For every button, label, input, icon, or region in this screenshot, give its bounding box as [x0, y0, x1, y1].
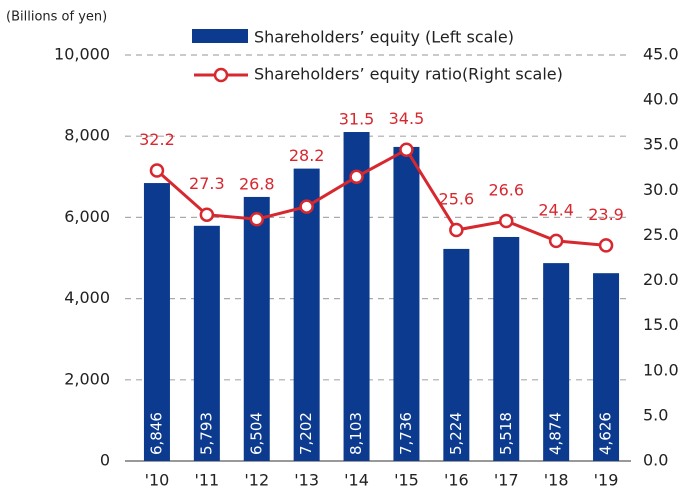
- line-marker: [149, 163, 165, 178]
- line-marker: [499, 213, 514, 229]
- x-tick-label: '10: [145, 471, 170, 490]
- bar: [193, 225, 220, 461]
- line-value-label: 25.6: [439, 190, 475, 209]
- line-marker: [399, 142, 414, 157]
- bar: [293, 168, 320, 461]
- line-marker: [249, 211, 264, 227]
- y2-tick-label: 10.0: [643, 360, 679, 379]
- line-marker: [548, 233, 564, 249]
- bar-value-label: 8,103: [347, 412, 365, 455]
- y2-tick-label: 30.0: [643, 180, 679, 199]
- x-tick-label: '14: [344, 471, 369, 490]
- line-value-label: 23.9: [588, 205, 624, 224]
- y2-tick-label: 0.0: [643, 451, 668, 470]
- y2-tick-label: 40.0: [643, 90, 679, 109]
- line-value-label: 32.2: [139, 130, 175, 149]
- bar: [543, 263, 570, 461]
- unit-label: (Billions of yen): [6, 10, 107, 25]
- line-marker: [349, 169, 364, 185]
- y-tick-label: 10,000: [54, 45, 110, 64]
- legend-label: Shareholders’ equity (Left scale): [254, 28, 514, 47]
- line-value-label: 34.5: [389, 109, 425, 128]
- y-tick-label: 0: [100, 451, 110, 470]
- bar-value-label: 7,202: [297, 412, 315, 455]
- bar-value-label: 4,874: [547, 412, 565, 455]
- bar-value-label: 5,518: [497, 412, 515, 455]
- legend-swatch-marker: [213, 67, 229, 83]
- x-tick-label: '15: [394, 471, 419, 490]
- x-tick-label: '17: [494, 471, 519, 490]
- legend-swatch: [192, 29, 248, 43]
- y-tick-label: 6,000: [64, 207, 110, 226]
- bar-value-label: 6,846: [147, 412, 165, 455]
- line-value-label: 24.4: [538, 200, 574, 219]
- y2-tick-label: 45.0: [643, 45, 679, 64]
- bar-value-label: 4,626: [597, 412, 615, 455]
- line-value-label: 26.8: [239, 174, 275, 193]
- line-marker: [449, 222, 464, 238]
- x-tick-label: '11: [194, 471, 219, 490]
- bar: [493, 236, 520, 461]
- line-marker: [299, 199, 314, 214]
- bar-value-label: 5,793: [197, 412, 215, 455]
- bar: [393, 146, 420, 461]
- line-value-label: 28.2: [289, 146, 325, 165]
- y2-tick-label: 25.0: [643, 225, 679, 244]
- bar: [593, 273, 620, 461]
- legend-label: Shareholders’ equity ratio(Right scale): [254, 65, 563, 84]
- bar-value-label: 6,504: [247, 412, 265, 455]
- bar-value-label: 7,736: [397, 412, 415, 455]
- line-value-label: 31.5: [339, 110, 375, 129]
- bar: [443, 248, 470, 461]
- y2-tick-label: 5.0: [643, 405, 668, 424]
- line-value-label: 27.3: [189, 174, 225, 193]
- y-tick-label: 8,000: [64, 126, 110, 145]
- y2-tick-label: 35.0: [643, 135, 679, 154]
- y-tick-label: 4,000: [64, 288, 110, 307]
- line: [155, 147, 607, 247]
- x-tick-label: '13: [294, 471, 319, 490]
- line-marker: [598, 238, 614, 253]
- x-tick-label: '18: [544, 471, 569, 490]
- bar: [243, 196, 270, 461]
- bar-value-label: 5,224: [447, 412, 465, 455]
- line-value-label: 26.6: [488, 181, 524, 200]
- bar: [143, 183, 170, 461]
- x-tick-label: '16: [444, 471, 469, 490]
- line-marker: [199, 207, 215, 222]
- y2-tick-label: 15.0: [643, 315, 679, 334]
- x-tick-label: '19: [594, 471, 619, 490]
- y2-tick-label: 20.0: [643, 270, 679, 289]
- y-tick-label: 2,000: [64, 369, 110, 388]
- bar: [343, 132, 370, 462]
- x-tick-label: '12: [244, 471, 269, 490]
